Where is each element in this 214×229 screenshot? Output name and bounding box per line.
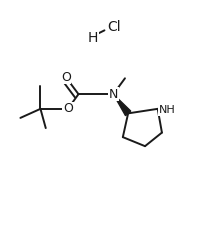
Text: N: N	[109, 88, 118, 101]
Text: Cl: Cl	[107, 20, 121, 34]
Polygon shape	[113, 94, 131, 116]
Text: O: O	[61, 71, 71, 84]
Text: NH: NH	[159, 105, 175, 115]
Text: H: H	[88, 31, 98, 45]
Text: O: O	[63, 102, 73, 115]
